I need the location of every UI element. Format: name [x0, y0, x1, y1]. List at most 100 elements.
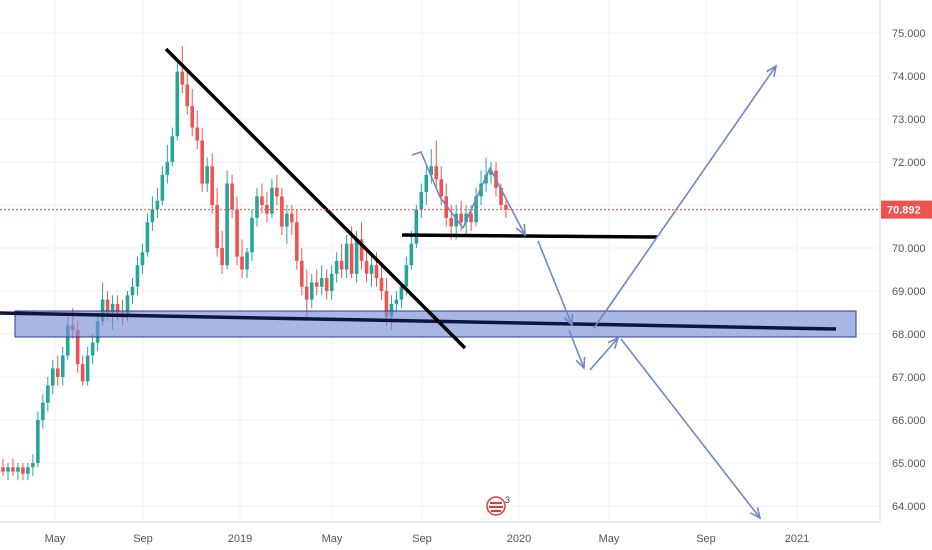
candle-body [1, 467, 5, 472]
candle-body [210, 166, 214, 205]
drawings [0, 47, 857, 520]
x-tick-label: Sep [412, 533, 432, 545]
y-tick-label: 64.000 [892, 501, 926, 513]
candle-body [260, 196, 264, 205]
candle-body [200, 140, 204, 184]
candle-body [304, 286, 309, 300]
candle-body [205, 166, 209, 184]
candle-body [125, 295, 130, 317]
candle-body [364, 260, 369, 274]
candle-body [31, 463, 35, 468]
candle-body [399, 286, 404, 300]
candle-body [280, 196, 284, 227]
candle-body [339, 260, 344, 270]
candle-body [295, 222, 299, 261]
candle-body [6, 467, 10, 472]
y-tick-label: 72.000 [892, 157, 926, 169]
candle-body [170, 136, 175, 162]
neckline [401, 233, 658, 239]
projection-arrow [620, 338, 761, 519]
x-tick-label: May [45, 533, 66, 545]
candle-body [250, 217, 254, 253]
arrow-head [607, 336, 620, 349]
candle-body [145, 222, 150, 253]
arrow-head [575, 356, 586, 370]
candle-body [379, 278, 384, 291]
candle-body [235, 209, 239, 257]
candle-body [110, 303, 115, 313]
candle-body [464, 213, 468, 223]
candle-body [394, 299, 399, 304]
candle-body [369, 265, 374, 274]
candle-body [130, 286, 135, 296]
candle-body [459, 213, 463, 223]
candle-body [225, 183, 229, 266]
candle-body [419, 192, 424, 210]
candle-body [100, 299, 105, 322]
candle-body [26, 467, 30, 474]
candle-body [309, 282, 314, 300]
projection-arrow [589, 337, 619, 371]
x-tick-label: May [599, 533, 620, 545]
y-tick-label: 68.000 [892, 329, 926, 341]
candle-body [85, 355, 90, 382]
y-tick-label: 69.000 [892, 286, 926, 298]
candle-body [41, 402, 45, 420]
candle-body [190, 106, 195, 128]
resistance-trendline [164, 47, 467, 350]
event-lines-icon [489, 502, 503, 512]
candle-body [21, 467, 25, 474]
x-tick-label: 2019 [228, 533, 252, 545]
candle-body [334, 260, 339, 274]
y-tick-label: 74.000 [892, 71, 926, 83]
candle-body [165, 162, 170, 175]
x-tick-label: May [322, 533, 343, 545]
projection-arrow [411, 151, 526, 236]
candle-body [384, 291, 389, 317]
candle-body [55, 368, 60, 377]
candle-body [245, 252, 249, 270]
candle-body [314, 282, 319, 287]
candle-body [389, 303, 394, 317]
candle-body [105, 299, 110, 313]
candle-body [36, 420, 40, 463]
candle-body [489, 170, 493, 175]
candle-body [115, 303, 120, 313]
x-tick-label: 2021 [785, 533, 809, 545]
candle-body [439, 179, 444, 197]
last-price-label: 70.892 [887, 205, 921, 217]
candle-body [180, 71, 185, 85]
grid-lines [0, 0, 880, 522]
support-trendline [0, 311, 837, 331]
arrow-head [766, 64, 778, 77]
candle-body [444, 196, 449, 218]
candle-body [65, 325, 70, 356]
candle-body [354, 239, 359, 274]
y-tick-label: 67.000 [892, 372, 926, 384]
candle-body [424, 174, 429, 193]
arrow-head [563, 313, 574, 327]
candle-body [484, 174, 488, 184]
candle-body [434, 166, 439, 180]
event-marker[interactable]: 3 [486, 495, 510, 516]
candle-body [449, 217, 453, 227]
candle-body [230, 183, 234, 210]
candle-body [51, 368, 55, 386]
candle-body [175, 71, 180, 137]
candle-body [300, 260, 304, 287]
candle-body [160, 174, 165, 201]
candle-body [195, 127, 200, 141]
candle-body [270, 187, 274, 214]
candle-body [469, 213, 473, 223]
candle-body [374, 265, 379, 279]
candle-body [414, 209, 419, 244]
candle-body [285, 213, 289, 227]
candle-body [60, 355, 65, 377]
projection-arrow [593, 65, 777, 329]
candle-body [11, 467, 15, 472]
candle-body [155, 200, 160, 210]
event-count: 3 [505, 495, 510, 505]
x-tick-label: Sep [696, 533, 716, 545]
